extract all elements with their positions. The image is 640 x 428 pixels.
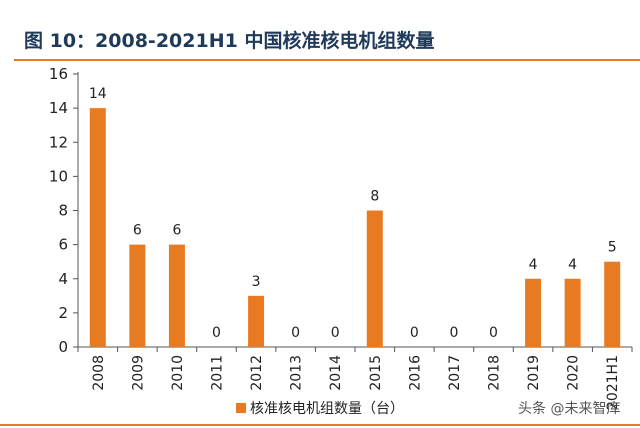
data-label-2020: 4 xyxy=(568,257,577,273)
data-label-2010: 6 xyxy=(172,223,181,239)
bar-2012 xyxy=(248,295,265,347)
y-tick-label: 4 xyxy=(58,270,68,288)
data-label-2011: 0 xyxy=(212,325,221,341)
x-tick-label-2010: 2010 xyxy=(170,355,186,391)
x-tick-label-2014: 2014 xyxy=(328,355,344,391)
y-tick-label: 16 xyxy=(49,65,68,83)
data-label-2017: 0 xyxy=(449,325,458,341)
y-tick-labels: 0 2 4 6 8 10 12 14 16 xyxy=(49,65,68,356)
x-tick-label-2013: 2013 xyxy=(289,355,305,391)
y-tick-label: 10 xyxy=(49,167,68,185)
legend: 核准核电机组数量（台） xyxy=(236,401,404,417)
x-tick-label-2021H1: 2021H1 xyxy=(605,355,621,410)
axes xyxy=(73,72,633,352)
x-tick-label-2011: 2011 xyxy=(210,355,226,391)
bar-2015 xyxy=(366,210,383,347)
x-tick-label-2012: 2012 xyxy=(249,355,265,391)
data-label-2008: 14 xyxy=(89,86,107,102)
data-labels: 14 6 6 0 3 0 0 8 0 0 0 4 4 5 xyxy=(89,86,617,341)
bars xyxy=(89,108,621,347)
data-label-2009: 6 xyxy=(133,223,142,239)
bottom-divider xyxy=(0,424,640,426)
data-label-2014: 0 xyxy=(331,325,340,341)
data-label-2016: 0 xyxy=(410,325,419,341)
y-tick-label: 8 xyxy=(58,202,68,220)
x-tick-label-2016: 2016 xyxy=(407,355,423,391)
data-label-2015: 8 xyxy=(370,189,379,205)
data-label-2012: 3 xyxy=(252,274,261,290)
x-tick-label-2018: 2018 xyxy=(487,355,503,391)
legend-swatch xyxy=(236,403,246,413)
bar-2021H1 xyxy=(604,261,621,347)
data-label-2018: 0 xyxy=(489,325,498,341)
bar-2008 xyxy=(89,108,106,347)
title-divider xyxy=(14,59,640,61)
chart-title: 图 10：2008-2021H1 中国核准核电机组数量 xyxy=(24,30,435,52)
y-tick-label: 12 xyxy=(49,133,68,151)
y-tick-label: 2 xyxy=(58,304,68,322)
data-label-2013: 0 xyxy=(291,325,300,341)
legend-label: 核准核电机组数量（台） xyxy=(250,401,404,417)
watermark-text: 头条 @未来智库 xyxy=(518,401,621,417)
data-label-2019: 4 xyxy=(529,257,538,273)
bar-2009 xyxy=(129,244,146,347)
y-tick-label: 6 xyxy=(58,236,68,254)
x-tick-label-2017: 2017 xyxy=(447,355,463,391)
x-tick-label-2009: 2009 xyxy=(130,355,146,391)
x-tick-label-2020: 2020 xyxy=(566,355,582,391)
x-tick-label-2008: 2008 xyxy=(91,355,107,391)
y-tick-label: 0 xyxy=(58,338,68,356)
data-label-2021H1: 5 xyxy=(608,240,617,256)
x-tick-labels: 2008 2009 2010 2011 2012 2013 2014 2015 2016 2017… xyxy=(91,355,621,410)
bar-2019 xyxy=(525,278,542,347)
x-tick-label-2019: 2019 xyxy=(526,355,542,391)
y-tick-label: 14 xyxy=(49,99,68,117)
bar-2010 xyxy=(168,244,185,347)
x-tick-label-2015: 2015 xyxy=(368,355,384,391)
bar-2020 xyxy=(564,278,581,347)
